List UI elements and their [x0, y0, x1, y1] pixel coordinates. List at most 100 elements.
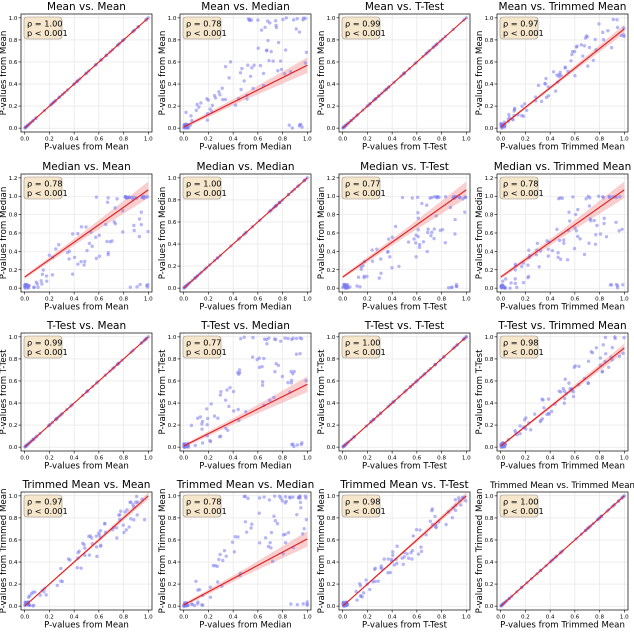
- data-point: [132, 223, 136, 228]
- data-point: [121, 523, 125, 527]
- y-tick-label: 1.0: [168, 335, 177, 341]
- data-point: [550, 248, 555, 253]
- data-point: [601, 30, 605, 35]
- data-point: [438, 228, 442, 233]
- data-point: [205, 422, 209, 427]
- axes-frame: [179, 332, 312, 452]
- data-point: [464, 499, 468, 503]
- x-tick-label: 0.8: [437, 615, 446, 621]
- data-point: [199, 101, 203, 105]
- plot-area: [341, 335, 468, 449]
- data-point: [294, 352, 299, 356]
- p-value-label: p < 0.001: [345, 188, 386, 198]
- data-point: [250, 66, 254, 70]
- data-point: [257, 496, 262, 500]
- y-tick-label: 0.6: [168, 60, 177, 66]
- data-point: [617, 229, 621, 233]
- data-point: [586, 381, 591, 386]
- x-axis-label: P-values from Trimmed Mean: [500, 143, 625, 153]
- data-point: [615, 18, 619, 22]
- data-point: [216, 416, 220, 420]
- data-point: [535, 241, 540, 246]
- data-point: [603, 335, 608, 340]
- data-point: [546, 397, 551, 401]
- data-point: [595, 223, 599, 228]
- data-point: [573, 226, 577, 230]
- data-point: [412, 237, 416, 241]
- data-point: [128, 285, 133, 289]
- subplot-title: Trimmed Mean vs. Median: [176, 479, 315, 491]
- y-tick-label: 0.6: [9, 231, 18, 237]
- subplot-13: 0.0 0.2 0.4 0.6 0.8 1.0 0.0 0.2 0.4 0.6 0.8 1.0 ρ = …: [0, 479, 153, 631]
- stat-box: [182, 16, 222, 40]
- data-point: [545, 412, 549, 417]
- p-value-label: p < 0.001: [27, 28, 68, 38]
- data-point: [87, 241, 92, 246]
- data-point: [432, 236, 436, 241]
- x-tick-label: 0.4: [70, 615, 79, 621]
- data-point: [379, 257, 383, 261]
- data-point: [298, 500, 303, 505]
- data-point: [286, 530, 291, 535]
- data-point: [289, 369, 293, 374]
- p-value-label: p < 0.001: [503, 506, 544, 516]
- data-point: [283, 48, 288, 52]
- data-point: [303, 16, 307, 21]
- data-point: [139, 210, 144, 214]
- data-point: [559, 390, 563, 394]
- data-point: [391, 553, 395, 558]
- data-point: [419, 545, 423, 549]
- subplot-6: 0.0 0.2 0.4 0.6 0.8 1.0 0.0 0.2 0.4 0.6 0.8 1.0 ρ = …: [158, 161, 312, 313]
- data-point: [563, 66, 567, 70]
- data-point: [94, 534, 99, 538]
- rho-label: ρ = 0.99: [27, 338, 63, 348]
- stat-box: [499, 335, 539, 359]
- y-tick-label: 0.8: [327, 38, 336, 44]
- plot-area: [341, 16, 468, 130]
- y-tick-label: 1.0: [168, 16, 177, 22]
- y-tick-label: 0.2: [9, 268, 18, 274]
- x-tick-label: 0.0: [179, 137, 188, 143]
- stat-box: [23, 335, 63, 359]
- rho-label: ρ = 0.99: [345, 19, 381, 29]
- y-tick-label: 0.6: [168, 538, 177, 544]
- data-point: [245, 97, 249, 101]
- p-value-label: p < 0.001: [503, 188, 544, 198]
- data-point: [558, 257, 563, 261]
- data-point: [228, 60, 233, 64]
- data-point: [41, 268, 45, 272]
- data-point: [269, 530, 274, 535]
- p-value-label: p < 0.001: [345, 347, 386, 357]
- rho-label: ρ = 0.98: [345, 497, 381, 507]
- data-point: [138, 282, 142, 287]
- data-point: [556, 251, 560, 255]
- data-point: [463, 195, 468, 200]
- regression-line: [24, 336, 149, 448]
- regression-line: [183, 64, 308, 128]
- data-point: [265, 19, 270, 23]
- data-point: [556, 255, 560, 260]
- data-point: [575, 234, 580, 239]
- data-point: [621, 33, 626, 37]
- plot-area: [499, 335, 626, 449]
- data-point: [251, 86, 255, 91]
- axes-frame: [179, 13, 312, 133]
- x-tick-label: 0.0: [20, 615, 29, 621]
- data-point: [536, 83, 541, 88]
- y-tick-label: 0.2: [327, 423, 336, 429]
- data-point: [501, 279, 505, 283]
- x-tick-label: 1.0: [620, 456, 629, 462]
- data-point: [607, 194, 611, 199]
- data-point: [230, 540, 235, 544]
- data-point: [395, 544, 399, 548]
- plot-area: [23, 335, 150, 449]
- data-point: [453, 508, 458, 513]
- data-point: [416, 552, 421, 556]
- y-tick-label: 0.6: [9, 60, 18, 66]
- plot-area: [341, 492, 468, 608]
- data-point: [272, 514, 276, 518]
- data-point: [75, 565, 79, 570]
- data-point: [236, 407, 240, 412]
- data-point: [512, 109, 516, 113]
- data-point: [563, 396, 567, 401]
